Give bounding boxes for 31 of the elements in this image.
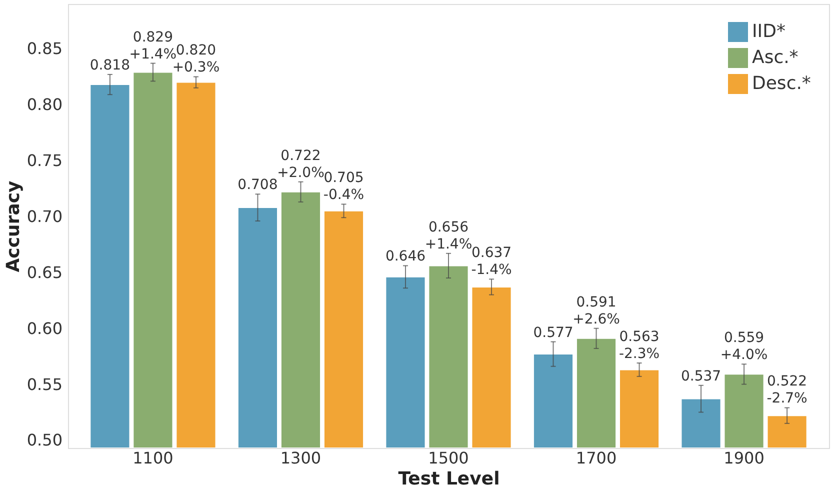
y-tick-label: 0.80 [26,95,62,114]
legend-label: IID* [752,21,786,42]
text: 0.705 -0.4% [323,170,364,204]
text: 0.559 +4.0% [720,330,768,364]
text: 0.722 +2.0% [277,148,324,181]
text: 0.637 -1.4% [471,245,512,278]
y-tick-label: 0.60 [26,318,62,338]
data-label: 0.577 [533,324,574,341]
x-tick-label: 1500 [428,448,469,468]
y-tick-label: 0.75 [26,151,62,170]
y-tick-label: 0.85 [26,39,62,58]
x-tick-label: 1300 [280,448,322,468]
text: 0.591 +2.6% [572,294,620,328]
text: 0.656 +1.4% [424,219,472,252]
x-tick-label: 1100 [132,448,174,468]
text: 0.563 -2.3% [618,329,660,362]
data-label: 0.818 [90,57,130,74]
y-axis-title: Accuracy [2,180,24,272]
legend-label: Asc.* [752,47,798,68]
y-tick-label: 0.50 [26,430,62,450]
text: 0.522 -2.7% [766,374,808,407]
data-label: 0.646 [385,248,426,265]
legend-label: Desc.* [752,73,811,94]
y-tick-label: 0.55 [26,374,62,394]
y-tick-label: 0.65 [26,262,62,282]
data-label: 0.537 [680,368,722,384]
y-tick-label: 0.70 [26,206,62,226]
data-label: 0.708 [238,177,278,194]
x-axis-title: Test Level [398,468,500,490]
x-tick-label: 1700 [576,448,617,468]
x-tick-label: 1900 [724,448,764,468]
